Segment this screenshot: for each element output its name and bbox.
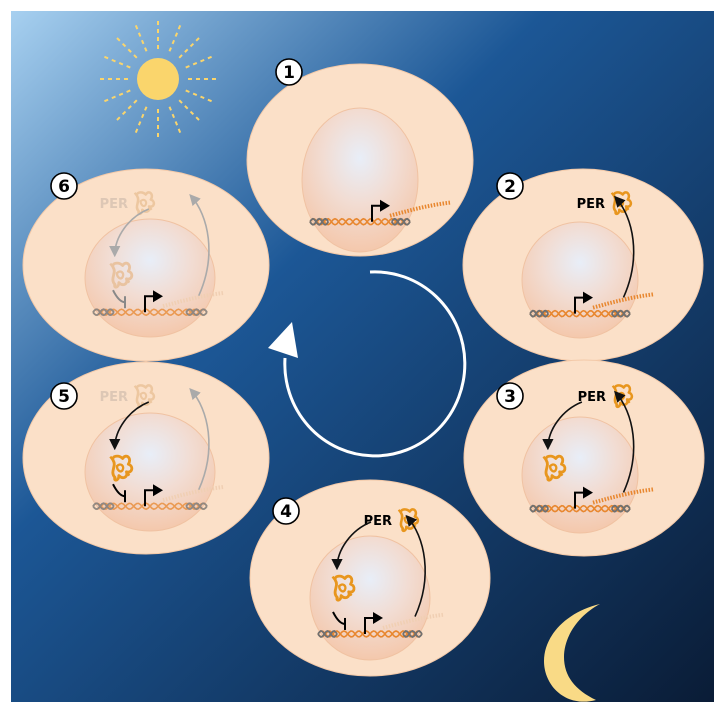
cell-stage-3: PER 3 [463,359,705,557]
export-arrow [614,390,635,493]
export-arrow [405,514,426,617]
export-arrow-faded [189,194,210,297]
moon-icon [544,604,600,702]
stage-number-badge: 4 [272,497,300,525]
stage-number: 3 [504,387,516,407]
dna-strand [529,309,631,318]
dna-strand [317,630,423,639]
mrna-transcript [162,291,224,309]
cell-stage-6: PER 6 [22,168,270,362]
dna-strand [92,502,208,511]
nucleus [521,221,639,339]
stage-number: 5 [58,387,70,407]
dna-strand [309,217,411,226]
per-protein-icon [133,384,156,409]
promoter-flag-icon [364,611,383,634]
stage-number-badge: 5 [50,382,78,410]
sun-disc [137,58,179,100]
per-label: PER [100,197,128,212]
cycle-arrow-icon [268,270,467,458]
per-protein-nuclear-icon [109,261,134,289]
promoter-flag-icon [144,484,163,507]
per-label: PER [578,390,606,405]
import-arrow [542,401,583,451]
export-arrow-faded [189,388,210,491]
promoter-flag-icon [574,291,593,314]
cell-stage-5: PER 5 [22,361,270,555]
nucleus [521,416,639,534]
stage-number-badge: 6 [50,172,78,200]
cell-stages: 1 PER 2 PER 3 PER 4 PER 5 PER 6 [22,58,705,677]
stage-number-badge: 3 [496,382,524,410]
per-protein-nuclear-icon [331,574,356,602]
cell-stage-1: 1 [246,58,474,257]
per-label: PER [100,390,128,405]
per-label: PER [577,197,605,212]
import-arrow [109,401,150,451]
nucleus [309,535,431,661]
per-label: PER [364,514,392,529]
import-arrow [331,521,372,571]
per-protein-nuclear-icon [109,454,134,482]
nucleus [84,412,216,532]
repression-mark [332,611,346,630]
mrna-transcript [389,200,451,218]
import-arrow [109,208,150,258]
nucleus [301,107,419,253]
dna-strand [529,504,631,513]
nucleus [84,218,216,338]
stage-number-badge: 2 [496,172,524,200]
promoter-flag-icon [144,290,163,313]
stage-number: 4 [280,502,292,522]
mrna-transcript [592,292,654,310]
promoter-flag-icon [574,486,593,509]
mrna-transcript [592,487,654,505]
dna-strand [92,308,208,317]
stage-number-badge: 1 [275,58,303,86]
stage-number: 6 [58,177,70,197]
cell-stage-4: PER 4 [249,479,491,677]
mrna-transcript [162,485,224,503]
repression-mark [112,289,126,309]
export-arrow [614,195,635,298]
stage-number: 1 [283,63,295,83]
per-protein-nuclear-icon [542,454,567,482]
cell-stage-2: PER 2 [462,168,704,362]
repression-mark [112,483,126,503]
promoter-flag-icon [371,199,390,222]
per-protein-icon [133,191,156,216]
stage-number: 2 [504,177,516,197]
mrna-transcript [382,612,444,630]
sun-icon [100,21,216,137]
